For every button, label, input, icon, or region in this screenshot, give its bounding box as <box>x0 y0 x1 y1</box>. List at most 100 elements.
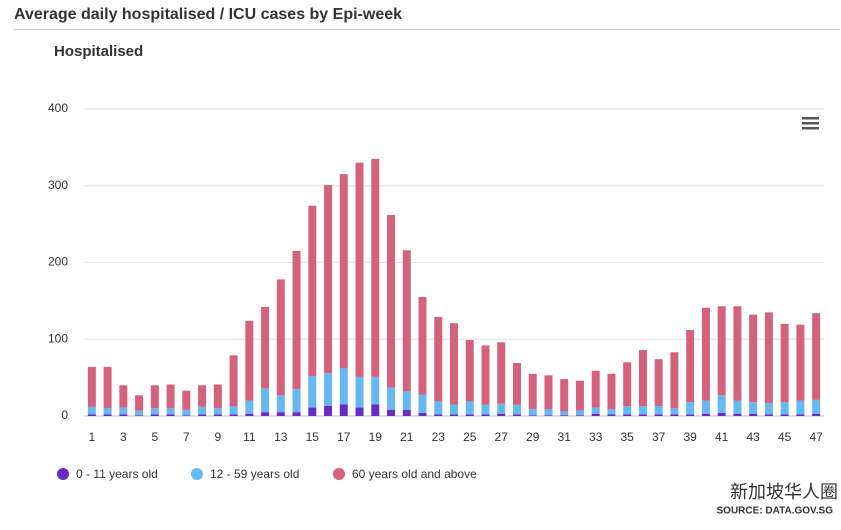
bar-segment <box>670 408 679 415</box>
bar-segment <box>544 415 553 416</box>
bar-segment <box>402 250 411 392</box>
bar-segment <box>198 414 207 416</box>
bar-segment <box>339 174 348 369</box>
bar-segment <box>150 385 159 409</box>
bar-segment <box>119 407 128 415</box>
bar-segment <box>103 366 112 409</box>
bar-segment <box>276 279 285 396</box>
legend-label[interactable]: 60 years old and above <box>352 467 477 481</box>
bar-segment <box>512 414 521 416</box>
bar-segment <box>497 403 506 414</box>
bar-segment <box>387 214 396 388</box>
x-tick-label: 13 <box>274 430 288 444</box>
bar-segment <box>292 389 301 413</box>
bar-segment <box>87 414 96 416</box>
bar-segment <box>812 413 821 416</box>
bar-segment <box>686 402 695 415</box>
bar-segment <box>717 395 726 413</box>
bar-segment <box>575 415 584 416</box>
bar-segment <box>796 400 805 415</box>
bar-segment <box>166 414 175 416</box>
watermark: 新加坡华人圈 <box>730 482 838 502</box>
bar-segment <box>87 366 96 407</box>
bar-segment <box>623 362 632 407</box>
bar-segment <box>261 388 270 413</box>
bar-segment <box>465 414 474 416</box>
bar-segment <box>355 376 364 408</box>
bar-segment <box>717 412 726 416</box>
x-tick-label: 45 <box>778 430 792 444</box>
bar-segment <box>560 379 569 412</box>
x-tick-label: 27 <box>495 430 509 444</box>
bar-segment <box>780 402 789 415</box>
bar-segment <box>591 370 600 408</box>
bar-segment <box>591 407 600 414</box>
bar-segment <box>575 380 584 411</box>
y-tick-label: 400 <box>48 101 68 115</box>
x-tick-label: 1 <box>89 430 96 444</box>
bar-segment <box>749 402 758 414</box>
chart-title: Hospitalised <box>54 43 143 60</box>
y-tick-label: 300 <box>48 178 68 192</box>
bar-segment <box>654 414 663 416</box>
bar-segment <box>418 297 427 395</box>
bar-segment <box>119 385 128 408</box>
bar-segment <box>796 414 805 416</box>
bar-segment <box>103 414 112 416</box>
bar-segment <box>686 414 695 416</box>
x-tick-label: 21 <box>400 430 414 444</box>
bar-segment <box>213 414 222 416</box>
x-tick-label: 29 <box>526 430 540 444</box>
x-tick-label: 43 <box>746 430 760 444</box>
bar-segment <box>796 324 805 401</box>
bar-segment <box>591 413 600 416</box>
bar-segment <box>717 306 726 396</box>
bar-segment <box>150 414 159 416</box>
bar-segment <box>465 401 474 415</box>
bar-segment <box>371 376 380 405</box>
page-title: Average daily hospitalised / ICU cases b… <box>14 6 402 23</box>
bar-segment <box>481 414 490 416</box>
bar-segment <box>245 320 254 401</box>
bar-segment <box>339 368 348 405</box>
legend-label[interactable]: 0 - 11 years old <box>76 467 158 481</box>
menu-icon[interactable] <box>802 117 819 130</box>
x-tick-label: 39 <box>683 430 697 444</box>
legend-marker <box>57 468 69 480</box>
bar-segment <box>135 415 144 416</box>
bar-segment <box>308 376 317 408</box>
bar-segment <box>387 409 396 416</box>
x-tick-label: 11 <box>243 430 256 444</box>
bar-segment <box>560 415 569 416</box>
legend-label[interactable]: 12 - 59 years old <box>210 467 299 481</box>
bar-segment <box>764 312 773 403</box>
bar-segment <box>434 316 443 402</box>
bar-segment <box>764 414 773 416</box>
bar-segment <box>638 414 647 416</box>
bar-segment <box>324 406 333 416</box>
bar-segment <box>371 404 380 416</box>
bar-segment <box>497 413 506 416</box>
bar-segment <box>560 411 569 416</box>
bar-segment <box>544 409 553 416</box>
bar-segment <box>780 414 789 416</box>
bar-segment <box>182 415 191 416</box>
y-tick-label: 100 <box>48 331 68 345</box>
bar-segment <box>324 184 333 374</box>
bar-segment <box>292 250 301 390</box>
bar-segment <box>638 406 647 415</box>
bar-segment <box>339 404 348 416</box>
bar-segment <box>276 412 285 416</box>
bar-segment <box>276 395 285 413</box>
bar-segment <box>701 307 710 401</box>
bar-segment <box>166 408 175 415</box>
bar-segment <box>701 400 710 414</box>
bar-segment <box>812 313 821 400</box>
bar-segment <box>654 359 663 407</box>
bar-segment <box>103 408 112 415</box>
bar-segment <box>450 404 458 415</box>
bar-segment <box>182 409 191 416</box>
bar-segment <box>481 345 490 405</box>
bar-segment <box>450 414 458 416</box>
